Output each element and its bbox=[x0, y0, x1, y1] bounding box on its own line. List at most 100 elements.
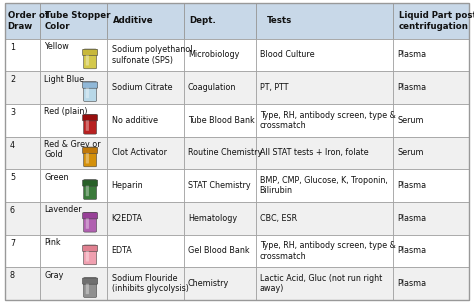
FancyBboxPatch shape bbox=[86, 186, 89, 196]
FancyBboxPatch shape bbox=[86, 88, 89, 98]
Text: Sodium Citrate: Sodium Citrate bbox=[111, 83, 172, 92]
Text: BMP, CMP, Glucose, K, Troponin,
Bilirubin: BMP, CMP, Glucose, K, Troponin, Bilirubi… bbox=[260, 176, 387, 195]
Bar bbox=[183, 267, 255, 300]
Text: Light Blue: Light Blue bbox=[44, 75, 84, 84]
Text: 5: 5 bbox=[10, 173, 15, 182]
Bar bbox=[107, 267, 183, 300]
Text: Blood Culture: Blood Culture bbox=[260, 51, 314, 59]
Text: Lactic Acid, Gluc (not run right
away): Lactic Acid, Gluc (not run right away) bbox=[260, 274, 382, 293]
Bar bbox=[392, 3, 469, 39]
Text: Type, RH, antibody screen, type &
crossmatch: Type, RH, antibody screen, type & crossm… bbox=[260, 111, 396, 130]
Bar bbox=[5, 267, 39, 300]
Bar bbox=[255, 169, 392, 202]
Text: Yellow: Yellow bbox=[44, 42, 69, 51]
Text: Pink: Pink bbox=[44, 238, 61, 247]
Bar bbox=[392, 169, 469, 202]
Text: Order of
Draw: Order of Draw bbox=[8, 11, 48, 31]
FancyBboxPatch shape bbox=[83, 245, 97, 265]
Text: Tests: Tests bbox=[266, 16, 292, 25]
Bar bbox=[255, 137, 392, 169]
Bar bbox=[107, 202, 183, 235]
Bar bbox=[255, 39, 392, 71]
FancyBboxPatch shape bbox=[82, 278, 98, 284]
Text: Red (plain): Red (plain) bbox=[44, 107, 88, 116]
FancyBboxPatch shape bbox=[86, 218, 89, 229]
FancyBboxPatch shape bbox=[82, 49, 98, 55]
FancyBboxPatch shape bbox=[86, 120, 89, 131]
Text: PT, PTT: PT, PTT bbox=[260, 83, 288, 92]
Text: Plasma: Plasma bbox=[397, 83, 426, 92]
Bar bbox=[255, 3, 392, 39]
Text: Hematology: Hematology bbox=[188, 214, 237, 223]
Bar bbox=[5, 202, 39, 235]
Bar bbox=[183, 137, 255, 169]
Text: Tube Stopper
Color: Tube Stopper Color bbox=[45, 11, 110, 31]
FancyBboxPatch shape bbox=[82, 213, 98, 219]
Text: Additive: Additive bbox=[113, 16, 154, 25]
Text: Routine Chemistry: Routine Chemistry bbox=[188, 148, 262, 158]
Bar bbox=[5, 71, 39, 104]
FancyBboxPatch shape bbox=[86, 251, 89, 261]
Text: All STAT tests + Iron, folate: All STAT tests + Iron, folate bbox=[260, 148, 368, 158]
FancyBboxPatch shape bbox=[83, 212, 97, 232]
Text: Gel Blood Bank: Gel Blood Bank bbox=[188, 246, 249, 255]
Bar bbox=[107, 39, 183, 71]
Text: EDTA: EDTA bbox=[111, 246, 132, 255]
FancyBboxPatch shape bbox=[86, 55, 89, 65]
Bar bbox=[5, 3, 39, 39]
Bar bbox=[39, 235, 107, 267]
Text: Lavender: Lavender bbox=[44, 205, 82, 214]
FancyBboxPatch shape bbox=[82, 180, 98, 186]
Bar bbox=[107, 71, 183, 104]
Bar bbox=[39, 202, 107, 235]
Text: STAT Chemistry: STAT Chemistry bbox=[188, 181, 251, 190]
Text: Clot Activator: Clot Activator bbox=[111, 148, 166, 158]
Bar bbox=[392, 71, 469, 104]
Bar bbox=[107, 3, 183, 39]
Text: 2: 2 bbox=[10, 75, 15, 84]
FancyBboxPatch shape bbox=[83, 147, 97, 167]
Text: Type, RH, antibody screen, type &
crossmatch: Type, RH, antibody screen, type & crossm… bbox=[260, 241, 396, 261]
Bar bbox=[39, 71, 107, 104]
FancyBboxPatch shape bbox=[83, 49, 97, 69]
Text: Green: Green bbox=[44, 173, 69, 181]
Bar bbox=[183, 235, 255, 267]
Bar bbox=[39, 3, 107, 39]
Text: CBC, ESR: CBC, ESR bbox=[260, 214, 297, 223]
Text: Coagulation: Coagulation bbox=[188, 83, 236, 92]
Text: K2EDTA: K2EDTA bbox=[111, 214, 143, 223]
Text: Serum: Serum bbox=[397, 116, 424, 125]
Text: Plasma: Plasma bbox=[397, 181, 426, 190]
FancyBboxPatch shape bbox=[82, 245, 98, 251]
FancyBboxPatch shape bbox=[83, 82, 97, 102]
Bar bbox=[183, 202, 255, 235]
Bar bbox=[183, 71, 255, 104]
Text: Sodium polyethanol
sulfonate (SPS): Sodium polyethanol sulfonate (SPS) bbox=[111, 45, 192, 65]
Text: Dept.: Dept. bbox=[189, 16, 216, 25]
Bar bbox=[183, 169, 255, 202]
Text: Microbiology: Microbiology bbox=[188, 51, 239, 59]
FancyBboxPatch shape bbox=[86, 284, 89, 294]
Bar bbox=[5, 169, 39, 202]
Bar bbox=[39, 104, 107, 137]
Bar bbox=[5, 39, 39, 71]
Bar bbox=[255, 104, 392, 137]
Bar bbox=[107, 169, 183, 202]
FancyBboxPatch shape bbox=[83, 278, 97, 298]
Bar bbox=[392, 235, 469, 267]
Text: Heparin: Heparin bbox=[111, 181, 143, 190]
Text: 1: 1 bbox=[10, 43, 15, 52]
Text: Liquid Part post -
centrifugation: Liquid Part post - centrifugation bbox=[399, 11, 474, 31]
Text: 4: 4 bbox=[10, 141, 15, 150]
Text: Plasma: Plasma bbox=[397, 279, 426, 288]
Text: 6: 6 bbox=[10, 206, 15, 215]
Text: Chemistry: Chemistry bbox=[188, 279, 229, 288]
Bar bbox=[183, 3, 255, 39]
Bar bbox=[255, 267, 392, 300]
FancyBboxPatch shape bbox=[82, 82, 98, 88]
Text: Sodium Flouride
(inhibits glycolysis): Sodium Flouride (inhibits glycolysis) bbox=[111, 274, 188, 293]
Bar bbox=[39, 39, 107, 71]
FancyBboxPatch shape bbox=[82, 115, 98, 121]
Bar bbox=[107, 235, 183, 267]
Bar bbox=[255, 235, 392, 267]
